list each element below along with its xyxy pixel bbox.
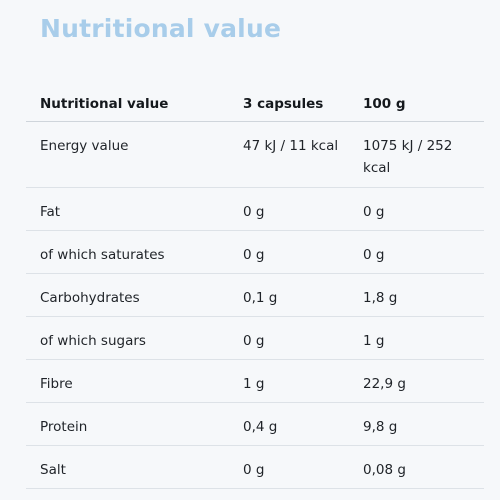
page-title: Nutritional value xyxy=(40,14,282,43)
header-100g: 100 g xyxy=(363,96,406,112)
per-100g-value: 0 g xyxy=(363,247,385,263)
per-serving-value: 0 g xyxy=(243,204,265,220)
row-label: Fibre xyxy=(40,376,73,392)
per-100g-value: 0,08 g xyxy=(363,462,406,478)
table-row-fat: Fat 0 g 0 g xyxy=(26,188,484,231)
table-row-sugars: of which sugars 0 g 1 g xyxy=(26,317,484,360)
per-serving-value: 0 g xyxy=(243,333,265,349)
row-label: Energy value xyxy=(40,138,129,154)
per-serving-value: 1 g xyxy=(243,376,265,392)
per-100g-value: 1075 kJ / 252 kcal xyxy=(363,138,453,176)
per-serving-value: 0,1 g xyxy=(243,290,278,306)
table-row-carbohydrates: Carbohydrates 0,1 g 1,8 g xyxy=(26,274,484,317)
per-serving-value: 0 g xyxy=(243,462,265,478)
row-label: Fat xyxy=(40,204,61,220)
per-100g-value: 0 g xyxy=(363,204,385,220)
header-nutritional-value: Nutritional value xyxy=(40,96,169,112)
per-100g-value: 9,8 g xyxy=(363,419,398,435)
table-header-row: Nutritional value 3 capsules 100 g xyxy=(26,80,484,122)
row-label: Protein xyxy=(40,419,88,435)
per-serving-value: 0 g xyxy=(243,247,265,263)
table-row-energy: Energy value 47 kJ / 11 kcal 1075 kJ / 2… xyxy=(26,122,484,188)
per-100g-value: 1 g xyxy=(363,333,385,349)
row-label: Salt xyxy=(40,462,66,478)
per-serving-value: 47 kJ / 11 kcal xyxy=(243,138,339,154)
per-100g-value: 1,8 g xyxy=(363,290,398,306)
table-row-protein: Protein 0,4 g 9,8 g xyxy=(26,403,484,446)
table-row-salt: Salt 0 g 0,08 g xyxy=(26,446,484,489)
header-3-capsules: 3 capsules xyxy=(243,96,324,112)
row-label: of which sugars xyxy=(40,333,146,349)
table-row-saturates: of which saturates 0 g 0 g xyxy=(26,231,484,274)
nutrition-table: Nutritional value 3 capsules 100 g Energ… xyxy=(26,80,484,489)
per-serving-value: 0,4 g xyxy=(243,419,278,435)
row-label: Carbohydrates xyxy=(40,290,140,306)
table-row-fibre: Fibre 1 g 22,9 g xyxy=(26,360,484,403)
per-100g-value: 22,9 g xyxy=(363,376,406,392)
row-label: of which saturates xyxy=(40,247,165,263)
